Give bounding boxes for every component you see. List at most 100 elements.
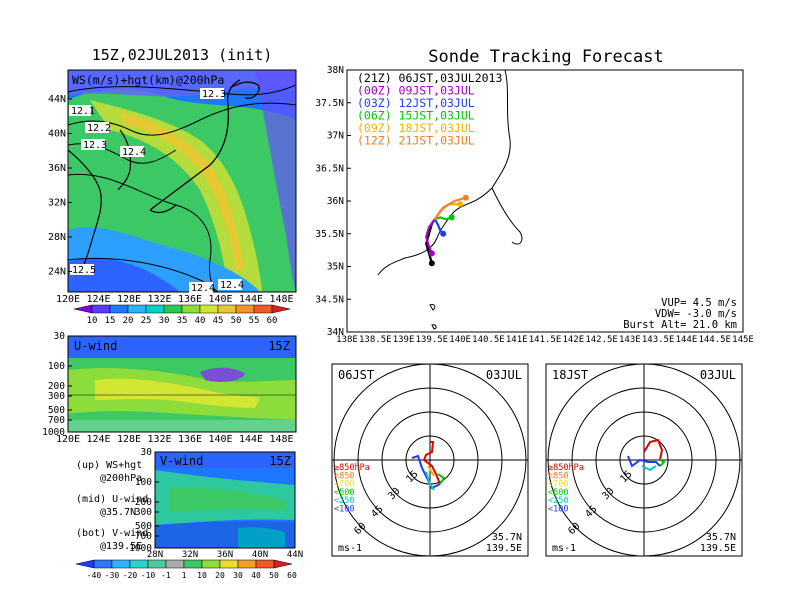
contour-label: 12.4	[191, 283, 215, 294]
lon-tick-label: 128E	[117, 434, 141, 445]
legend-note: @200hPa	[100, 473, 142, 484]
lat-tick-label: 35.5N	[315, 229, 344, 240]
v-lat-ticks: 28N 32N 36N 40N 44N	[147, 550, 303, 560]
colorbar-tick-label: -1	[161, 571, 171, 580]
v-green-band	[170, 487, 285, 512]
hodo-legend-entry: <700	[548, 480, 568, 490]
colorbar-swatch	[273, 559, 293, 569]
left-title: 15Z,02JUL2013 (init)	[92, 46, 273, 64]
pressure-tick-label: 30	[141, 447, 153, 458]
lon-tick-label: 124E	[86, 294, 110, 305]
wind-speed-map: WS(m/s)+hgt(km)@200hPa 12.1 12.2 12.3 12…	[48, 69, 297, 305]
hodo-lon: 139.5E	[700, 543, 736, 554]
lat-tick-label: 36N	[48, 163, 66, 174]
hodo-legend-entry: <700	[334, 480, 354, 490]
u-top-band	[68, 336, 296, 358]
hodo-trace-mid	[437, 473, 446, 485]
contour-label: 12.1	[71, 106, 95, 117]
colorbar-swatch	[75, 559, 95, 569]
track-line	[433, 196, 467, 220]
lat-tick-label: 40N	[48, 129, 66, 140]
map-lon-ticks: 120E 124E 128E 132E 136E 140E 144E 148E	[56, 294, 294, 305]
colorbar-swatch	[237, 559, 257, 569]
colorbar-tick-label: 60	[287, 571, 297, 580]
lon-tick-label: 142E	[562, 335, 584, 345]
u-panel-time: 15Z	[268, 339, 290, 353]
lon-tick-label: 142.5E	[585, 335, 618, 345]
track-frame	[346, 69, 744, 333]
colorbar-tick-label: 20	[123, 316, 134, 326]
pressure-tick-label: 100	[135, 477, 152, 488]
lat-tick-label: 36N	[217, 550, 233, 560]
pressure-tick-label: 200	[48, 381, 65, 392]
colorbar-tick-label: -30	[105, 571, 120, 580]
hodo-unit: ms-1	[338, 543, 362, 554]
colorbar-swatch	[253, 304, 273, 314]
track-panel: 38N 37.5N 37N 36.5N 36N 35.5N 35N 34.5N 34N 138E…	[315, 65, 753, 345]
colorbar-tick-label: 15	[105, 316, 116, 326]
track-endpoint	[462, 194, 469, 201]
lat-tick-label: 28N	[48, 232, 66, 243]
track-lat-ticks: 38N 37.5N 37N 36.5N 36N 35.5N 35N 34.5N 34N	[315, 65, 351, 338]
lat-tick-label: 36.5N	[315, 163, 344, 174]
param-burst: Burst Alt= 21.0 km	[623, 319, 737, 331]
contour-line	[68, 102, 296, 136]
pressure-tick-label: 1000	[129, 543, 152, 554]
lat-tick-label: 37N	[327, 131, 344, 142]
map-fill-northmost	[68, 70, 296, 97]
pressure-tick-label: 1000	[42, 427, 65, 438]
track-endpoint	[448, 214, 455, 221]
contour-label: 12.5	[72, 265, 96, 276]
hodo-time: 18JST	[552, 368, 588, 382]
track-legend-entry: (03Z) 12JST,03JUL	[357, 96, 475, 110]
lon-tick-label: 124E	[86, 434, 110, 445]
track-endpoint	[457, 201, 464, 208]
colorbar-swatch	[145, 304, 165, 314]
v-panel-time: 15Z	[269, 454, 291, 468]
lon-tick-label: 144E	[239, 294, 263, 305]
track-endpoint	[428, 250, 435, 257]
lon-tick-label: 141.5E	[529, 335, 562, 345]
lon-tick-label: 144E	[676, 335, 698, 345]
colorbar-tick-label: 40	[195, 316, 206, 326]
pressure-tick-label: 500	[135, 521, 152, 532]
colorbar-tick-label: 50	[231, 316, 242, 326]
lon-tick-label: 148E	[269, 434, 293, 445]
lon-tick-label: 140E	[208, 294, 232, 305]
colorbar-tick-label: -20	[123, 571, 138, 580]
colorbar-swatch	[93, 559, 113, 569]
colorbar-swatch	[217, 304, 237, 314]
pressure-tick-label: 100	[48, 361, 65, 372]
track-endpoint	[428, 260, 435, 267]
hodo-legend-entry: <500	[334, 488, 354, 498]
hodo-legend-entry: <100	[548, 505, 568, 515]
colorbar-tick-label: 1	[182, 571, 187, 580]
param-vdw: VDW= -3.0 m/s	[655, 308, 737, 320]
track-endpoint	[440, 230, 447, 237]
lat-tick-label: 32N	[182, 550, 198, 560]
colorbar-swatch	[147, 559, 167, 569]
contour-label: 12.3	[83, 140, 107, 151]
contour-line	[68, 173, 216, 292]
colorbar-tick-label: 60	[267, 316, 278, 326]
track-lon-ticks: 138E 138.5E 139E 139.5E 140E 140.5E 141E 141.5E…	[336, 335, 754, 345]
hodo-legend-entry: <850	[548, 471, 568, 481]
contour-label: 12.4	[220, 280, 244, 291]
param-vup: VUP= 4.5 m/s	[661, 297, 737, 309]
u-yellow-core	[95, 378, 260, 408]
u-frame	[67, 335, 297, 433]
hodo-lon: 139.5E	[486, 543, 522, 554]
contour-label: 12.2	[87, 123, 111, 134]
contour-label: 12.4	[122, 147, 146, 158]
colorbar-tick-label: 25	[141, 316, 152, 326]
map-jet-core	[120, 112, 244, 270]
lon-tick-label: 148E	[269, 294, 293, 305]
hodo-lat: 35.7N	[706, 532, 736, 543]
hodo-date: 03JUL	[486, 368, 522, 382]
hodo-trace-upper	[425, 471, 435, 491]
colorbar-swatch	[165, 559, 185, 569]
colorbar-swatch	[271, 304, 291, 314]
track-series	[425, 194, 469, 267]
